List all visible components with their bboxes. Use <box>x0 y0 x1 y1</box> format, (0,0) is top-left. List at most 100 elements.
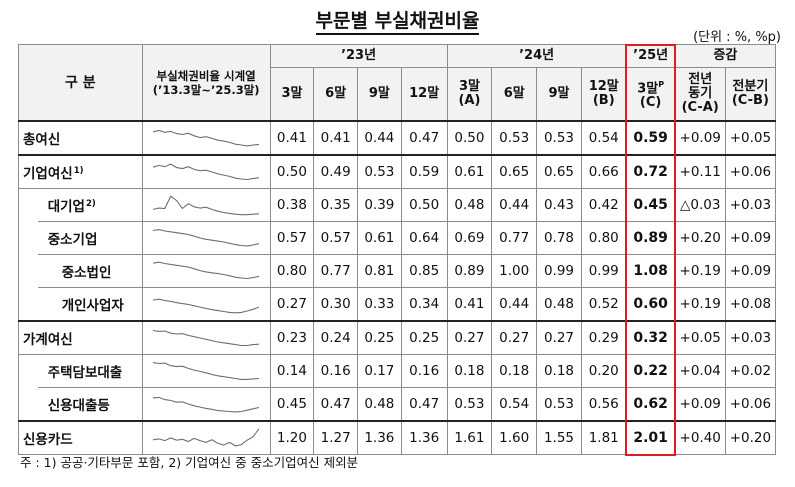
row-label: 대기업2) <box>37 188 143 222</box>
header-col-23-9: 9말 <box>357 67 402 122</box>
value-cell: 0.27 <box>446 320 493 355</box>
value-cell: 0.80 <box>580 221 627 255</box>
value-cell: 0.38 <box>269 188 315 222</box>
sparkline-cell <box>141 120 271 156</box>
value-cell: 0.64 <box>400 221 448 255</box>
value-cell: 0.59 <box>400 154 448 189</box>
change-yoy-cell: +0.40 <box>674 420 726 455</box>
value-cell: 0.14 <box>269 354 315 388</box>
value-cell: 1.00 <box>491 254 538 288</box>
table-row: 개인사업자 0.27 0.30 0.33 0.34 0.41 0.44 0.48 0.52 0.6… <box>17 287 777 322</box>
value-cell: 0.69 <box>446 221 493 255</box>
value-cell: 0.78 <box>536 221 582 255</box>
change-qoq-cell: +0.20 <box>724 420 777 455</box>
table-row: 기업여신1) 0.50 0.49 0.53 0.59 0.61 0.65 0.65 0.66 0.… <box>18 154 777 189</box>
table-row: 총여신 0.41 0.41 0.44 0.47 0.50 0.53 0.53 0.54 0.59 +… <box>18 120 777 156</box>
table-row: 신용대출등 0.45 0.47 0.48 0.47 0.53 0.54 0.53 0.56 0.6… <box>17 387 777 422</box>
sparkline-path <box>153 362 260 380</box>
sparkline-path <box>153 229 260 247</box>
sparkline-path <box>153 195 260 216</box>
header-trend: 부실채권비율 시계열 (’13.3말~’25.3말) <box>141 44 271 122</box>
change-qoq-cell: +0.09 <box>724 221 777 255</box>
value-cell: 0.34 <box>400 287 448 322</box>
page-title: 부문별 부실채권비율 <box>0 6 795 35</box>
value-cell: 0.23 <box>269 320 315 355</box>
value-cell: 0.20 <box>580 354 627 388</box>
value-cell-current: 0.45 <box>625 188 676 222</box>
header-change-qoq: 전분기 (C-B) <box>724 67 777 122</box>
header-col-24-12: 12말 (B) <box>580 67 627 122</box>
value-cell: 0.54 <box>580 120 627 156</box>
header-section: 구 분 <box>18 44 143 122</box>
value-cell: 1.36 <box>357 420 402 455</box>
value-cell: 0.18 <box>491 354 538 388</box>
value-cell: 0.85 <box>400 254 448 288</box>
value-cell: 0.33 <box>357 287 402 322</box>
table-body: 총여신 0.41 0.41 0.44 0.47 0.50 0.53 0.53 0.54 0.59 +… <box>17 120 777 455</box>
sparkline-chart <box>153 362 260 380</box>
value-cell: 0.53 <box>446 387 493 422</box>
value-cell: 0.39 <box>357 188 402 222</box>
table-row: 대기업2) 0.38 0.35 0.39 0.50 0.48 0.44 0.43 0.42 0.4… <box>17 188 777 222</box>
value-cell-current: 0.32 <box>625 320 676 355</box>
sparkline-path <box>153 129 260 147</box>
value-cell: 1.60 <box>491 420 538 455</box>
table-row: 신용카드 1.20 1.27 1.36 1.36 1.61 1.60 1.55 1.81 2.01… <box>18 420 777 455</box>
table-row: 주택담보대출 0.14 0.16 0.17 0.16 0.18 0.18 0.18 0.20 0.… <box>17 354 777 388</box>
indent-spacer <box>17 188 38 222</box>
row-label: 중소법인 <box>37 254 143 288</box>
table-row: 중소기업 0.57 0.57 0.61 0.64 0.69 0.77 0.78 0.80 0.89… <box>17 221 777 255</box>
value-cell: 0.65 <box>491 154 538 189</box>
value-cell: 0.66 <box>580 154 627 189</box>
sparkline-chart <box>153 298 260 314</box>
row-label: 개인사업자 <box>37 287 143 322</box>
header-change: 증감 <box>674 44 777 68</box>
value-cell: 0.42 <box>580 188 627 222</box>
row-label: 중소기업 <box>37 221 143 255</box>
value-cell: 0.44 <box>491 287 538 322</box>
header-year-24: ’24년 <box>446 44 627 68</box>
value-cell: 1.20 <box>269 420 315 455</box>
change-yoy-cell: +0.20 <box>674 221 726 255</box>
sparkline-cell <box>141 354 271 388</box>
value-cell: 0.53 <box>536 120 582 156</box>
value-cell: 0.47 <box>400 120 448 156</box>
change-qoq-cell: +0.06 <box>724 154 777 189</box>
value-cell: 0.61 <box>446 154 493 189</box>
value-cell-current: 1.08 <box>625 254 676 288</box>
sparkline-cell <box>141 154 271 189</box>
value-cell: 0.18 <box>536 354 582 388</box>
value-cell: 0.65 <box>536 154 582 189</box>
row-label: 신용카드 <box>18 420 143 455</box>
sparkline-path <box>153 298 260 314</box>
change-yoy-cell: +0.09 <box>674 120 726 156</box>
header-col-23-3: 3말 <box>269 67 315 122</box>
header-year-25: ’25년 <box>625 44 676 68</box>
value-cell: 0.57 <box>269 221 315 255</box>
value-cell: 0.47 <box>313 387 359 422</box>
value-cell: 0.18 <box>446 354 493 388</box>
value-cell: 0.80 <box>269 254 315 288</box>
value-cell-current: 0.89 <box>625 221 676 255</box>
header-col-25-3: 3말P (C) <box>625 67 676 122</box>
sparkline-path <box>152 163 260 181</box>
value-cell: 0.25 <box>357 320 402 355</box>
table-row: 중소법인 0.80 0.77 0.81 0.85 0.89 1.00 0.99 0.99 1.08… <box>17 254 777 288</box>
value-cell: 0.48 <box>536 287 582 322</box>
sparkline-chart <box>153 195 260 216</box>
npl-table: 구 분 부실채권비율 시계열 (’13.3말~’25.3말) ’23년 ’24년… <box>17 44 777 455</box>
value-cell: 0.30 <box>313 287 359 322</box>
value-cell: 0.27 <box>536 320 582 355</box>
sparkline-cell <box>141 320 271 355</box>
change-yoy-cell: +0.05 <box>674 320 726 355</box>
row-label: 신용대출등 <box>37 387 143 422</box>
value-cell: 0.52 <box>580 287 627 322</box>
value-cell: 1.36 <box>400 420 448 455</box>
indent-spacer <box>17 221 38 255</box>
value-cell: 0.41 <box>446 287 493 322</box>
value-cell: 0.89 <box>446 254 493 288</box>
value-cell: 0.41 <box>269 120 315 156</box>
change-qoq-cell: +0.03 <box>724 188 777 222</box>
value-cell: 0.61 <box>357 221 402 255</box>
sparkline-chart <box>153 396 260 413</box>
